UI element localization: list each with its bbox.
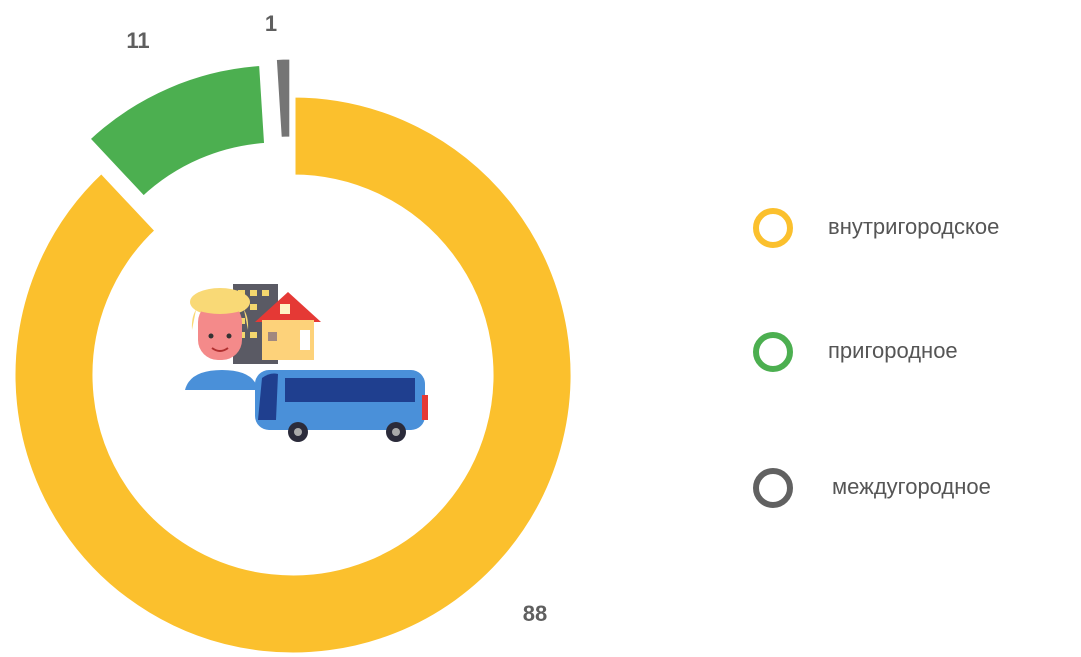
donut-slice — [274, 57, 292, 139]
legend-label: внутригородское — [828, 214, 999, 239]
legend-marker — [756, 211, 790, 245]
donut-slice — [87, 63, 266, 198]
data-label: 1 — [265, 11, 277, 36]
data-label: 88 — [523, 601, 547, 626]
legend-label: пригородное — [828, 338, 958, 363]
legend-marker — [756, 471, 790, 505]
page: {"chart_data": {"type": "donut", "catego… — [0, 0, 1081, 657]
legend-label: междугородное — [832, 474, 991, 499]
legend-marker — [756, 335, 790, 369]
data-label: 11 — [126, 28, 149, 53]
center-illustration — [185, 284, 428, 442]
chart: 88111внутригородскоепригородноемеждугоро… — [0, 0, 1081, 657]
